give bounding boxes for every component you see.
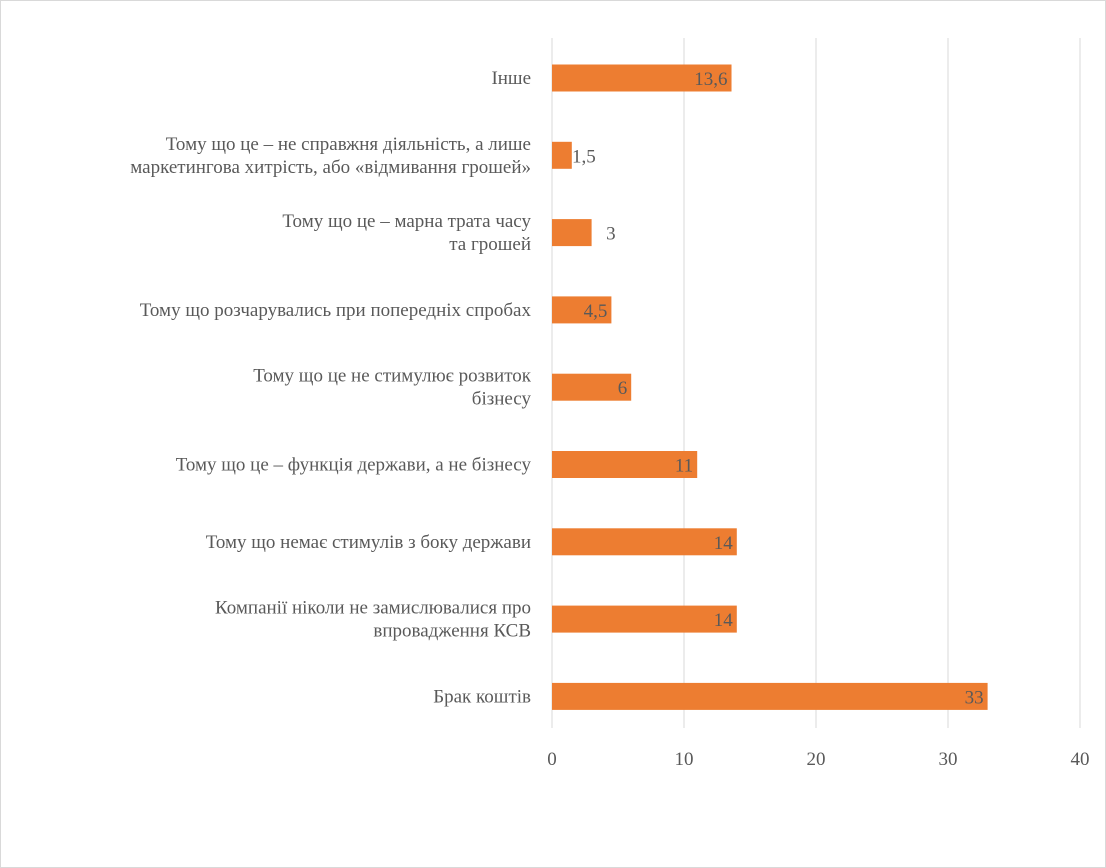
- bar: [552, 528, 737, 556]
- data-label: 6: [618, 378, 628, 399]
- category-label-line: Інше: [491, 68, 531, 89]
- bar: [552, 682, 988, 710]
- category-label-line: Тому що це – марна трата часу: [282, 211, 531, 232]
- category-label: Тому що немає стимулів з боку держави: [206, 532, 531, 553]
- x-tick-label: 40: [1071, 749, 1090, 770]
- category-label-line: Тому що це не стимулює розвиток: [253, 366, 532, 387]
- data-label: 14: [714, 533, 734, 554]
- category-label: Інше: [491, 68, 531, 89]
- bar: [552, 605, 737, 633]
- data-label: 13,6: [694, 69, 727, 90]
- data-label: 11: [675, 456, 693, 477]
- bar: [552, 373, 632, 401]
- category-label-line: Компанії ніколи не замислювалися про: [215, 598, 531, 619]
- category-label: Тому що це – марна трата часу та грошей: [282, 211, 531, 255]
- category-label: Тому що це – функція держави, а не бізне…: [176, 455, 532, 476]
- data-label: 33: [965, 687, 984, 708]
- category-label-line: Тому що розчарувались при попередніх спр…: [140, 300, 532, 321]
- category-label: Тому що це не стимулює розвиток бізнесу: [253, 366, 532, 410]
- category-label-line: Брак коштів: [433, 686, 531, 707]
- bar: [552, 219, 592, 247]
- category-label-line: Тому що це – не справжня діяльність, а л…: [166, 134, 531, 155]
- category-label-line: маркетингова хитрість, або «відмивання г…: [130, 157, 531, 178]
- x-tick-label: 0: [547, 749, 557, 770]
- bar: [552, 64, 732, 92]
- category-label: Тому що це – не справжня діяльність, а л…: [130, 134, 531, 178]
- x-tick-label: 10: [675, 749, 694, 770]
- category-label-line: Тому що це – функція держави, а не бізне…: [176, 455, 532, 476]
- category-labels: Інше Тому що це – не справжня діяльність,…: [130, 68, 531, 707]
- bar: [552, 141, 572, 169]
- data-label: 3: [606, 224, 616, 245]
- data-labels: 13,6 1,5 3 4,5 6 11 14 14 33: [572, 69, 984, 708]
- category-label: Компанії ніколи не замислювалися про впро…: [215, 598, 531, 642]
- x-axis-tick-labels: 0 10 20 30 40: [547, 749, 1089, 770]
- category-label-line: впровадження КСВ: [373, 621, 531, 642]
- category-label-line: Тому що немає стимулів з боку держави: [206, 532, 531, 553]
- bars: [552, 64, 988, 710]
- category-label: Тому що розчарувались при попередніх спр…: [140, 300, 532, 321]
- category-label-line: бізнесу: [472, 389, 532, 410]
- x-tick-label: 20: [807, 749, 826, 770]
- category-label: Брак коштів: [433, 686, 531, 707]
- data-label: 4,5: [584, 301, 608, 322]
- category-label-line: та грошей: [449, 234, 531, 255]
- data-label: 1,5: [572, 146, 596, 167]
- data-label: 14: [714, 610, 734, 631]
- x-tick-label: 30: [939, 749, 958, 770]
- bar: [552, 451, 698, 478]
- bar: [552, 296, 612, 324]
